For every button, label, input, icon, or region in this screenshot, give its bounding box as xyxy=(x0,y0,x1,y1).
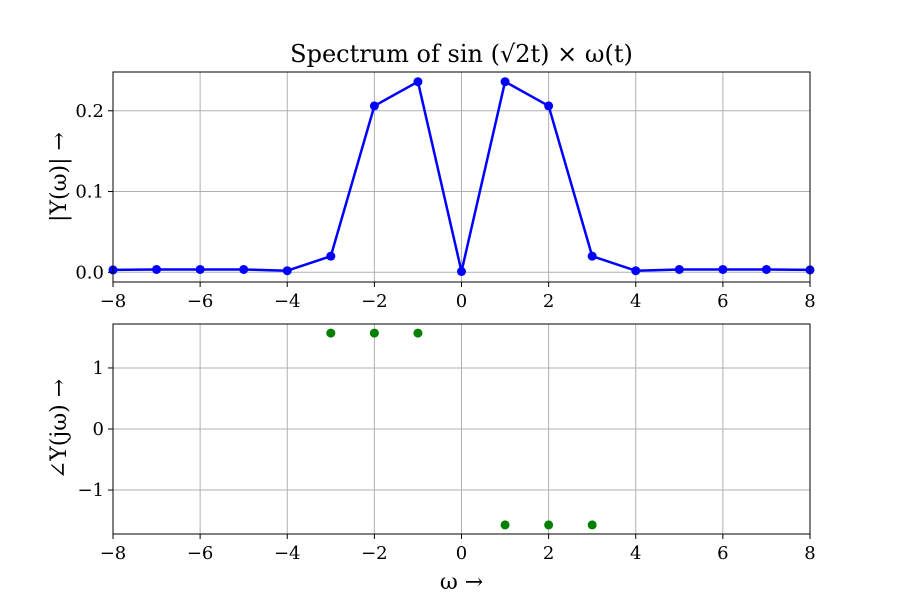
phase-data-point xyxy=(413,328,423,338)
magnitude-y-tick-label: 0.2 xyxy=(75,101,104,122)
magnitude-x-tick-label: 8 xyxy=(804,291,815,312)
magnitude-data-point xyxy=(326,251,336,261)
magnitude-x-tick-label: 6 xyxy=(717,291,728,312)
phase-data-point xyxy=(544,520,554,530)
magnitude-data-point xyxy=(195,264,205,274)
phase-data-point xyxy=(369,328,379,338)
magnitude-data-point xyxy=(674,264,684,274)
magnitude-data-point xyxy=(544,101,554,111)
magnitude-data-point xyxy=(413,77,423,87)
magnitude-x-tick-label: −4 xyxy=(274,291,301,312)
magnitude-x-tick-label: −8 xyxy=(100,291,127,312)
magnitude-x-tick-label: 4 xyxy=(630,291,641,312)
phase-series xyxy=(326,328,597,530)
phase-y-tick-label: −1 xyxy=(77,480,104,501)
phase-y-tick-label: 1 xyxy=(93,358,104,379)
phase-ticks: −8 −6 −4 −2 0 2 4 6 8 −1 0 1 xyxy=(77,358,815,564)
magnitude-y-tick-label: 0.0 xyxy=(75,262,104,283)
phase-grid xyxy=(112,324,811,534)
magnitude-data-point xyxy=(761,264,771,274)
phase-x-tick-label: 6 xyxy=(717,543,728,564)
phase-data-point xyxy=(587,520,597,530)
magnitude-y-tick-label: 0.1 xyxy=(75,182,104,203)
phase-y-axis-label: ∠Y(jω) → xyxy=(47,379,72,479)
magnitude-series xyxy=(108,77,815,276)
magnitude-y-axis-label: |Y(ω)| → xyxy=(47,132,72,222)
magnitude-data-point xyxy=(631,266,641,276)
magnitude-x-tick-label: −2 xyxy=(361,291,388,312)
phase-data-point xyxy=(326,328,336,338)
magnitude-x-tick-label: −6 xyxy=(187,291,214,312)
phase-x-tick-label: 2 xyxy=(543,543,554,564)
magnitude-data-point xyxy=(500,77,510,87)
magnitude-data-point xyxy=(369,101,379,111)
phase-x-tick-label: −4 xyxy=(274,543,301,564)
magnitude-data-point xyxy=(718,264,728,274)
magnitude-ticks: −8 −6 −4 −2 0 2 4 6 8 0.0 0.1 0.2 xyxy=(75,101,815,312)
magnitude-data-point xyxy=(239,264,249,274)
chart-title: Spectrum of sin (√2t) × ω(t) xyxy=(290,40,633,68)
magnitude-grid xyxy=(112,72,811,282)
phase-panel: −8 −6 −4 −2 0 2 4 6 8 −1 0 1 ∠Y(jω) → ω → xyxy=(47,323,816,595)
phase-x-tick-label: −8 xyxy=(100,543,127,564)
phase-data-point xyxy=(500,520,510,530)
phase-y-tick-label: 0 xyxy=(93,419,104,440)
phase-x-tick-label: 8 xyxy=(804,543,815,564)
magnitude-x-tick-label: 2 xyxy=(543,291,554,312)
magnitude-panel: −8 −6 −4 −2 0 2 4 6 8 0.0 0.1 0.2 Spectrum of sin (… xyxy=(47,40,816,312)
magnitude-data-point xyxy=(282,266,292,276)
magnitude-data-point xyxy=(152,264,162,274)
x-axis-label: ω → xyxy=(440,570,483,595)
magnitude-x-tick-label: 0 xyxy=(456,291,467,312)
phase-x-tick-label: 0 xyxy=(456,543,467,564)
phase-x-tick-label: 4 xyxy=(630,543,641,564)
phase-x-tick-label: −6 xyxy=(187,543,214,564)
phase-x-tick-label: −2 xyxy=(361,543,388,564)
magnitude-data-point xyxy=(457,267,466,276)
magnitude-data-point xyxy=(587,251,597,261)
